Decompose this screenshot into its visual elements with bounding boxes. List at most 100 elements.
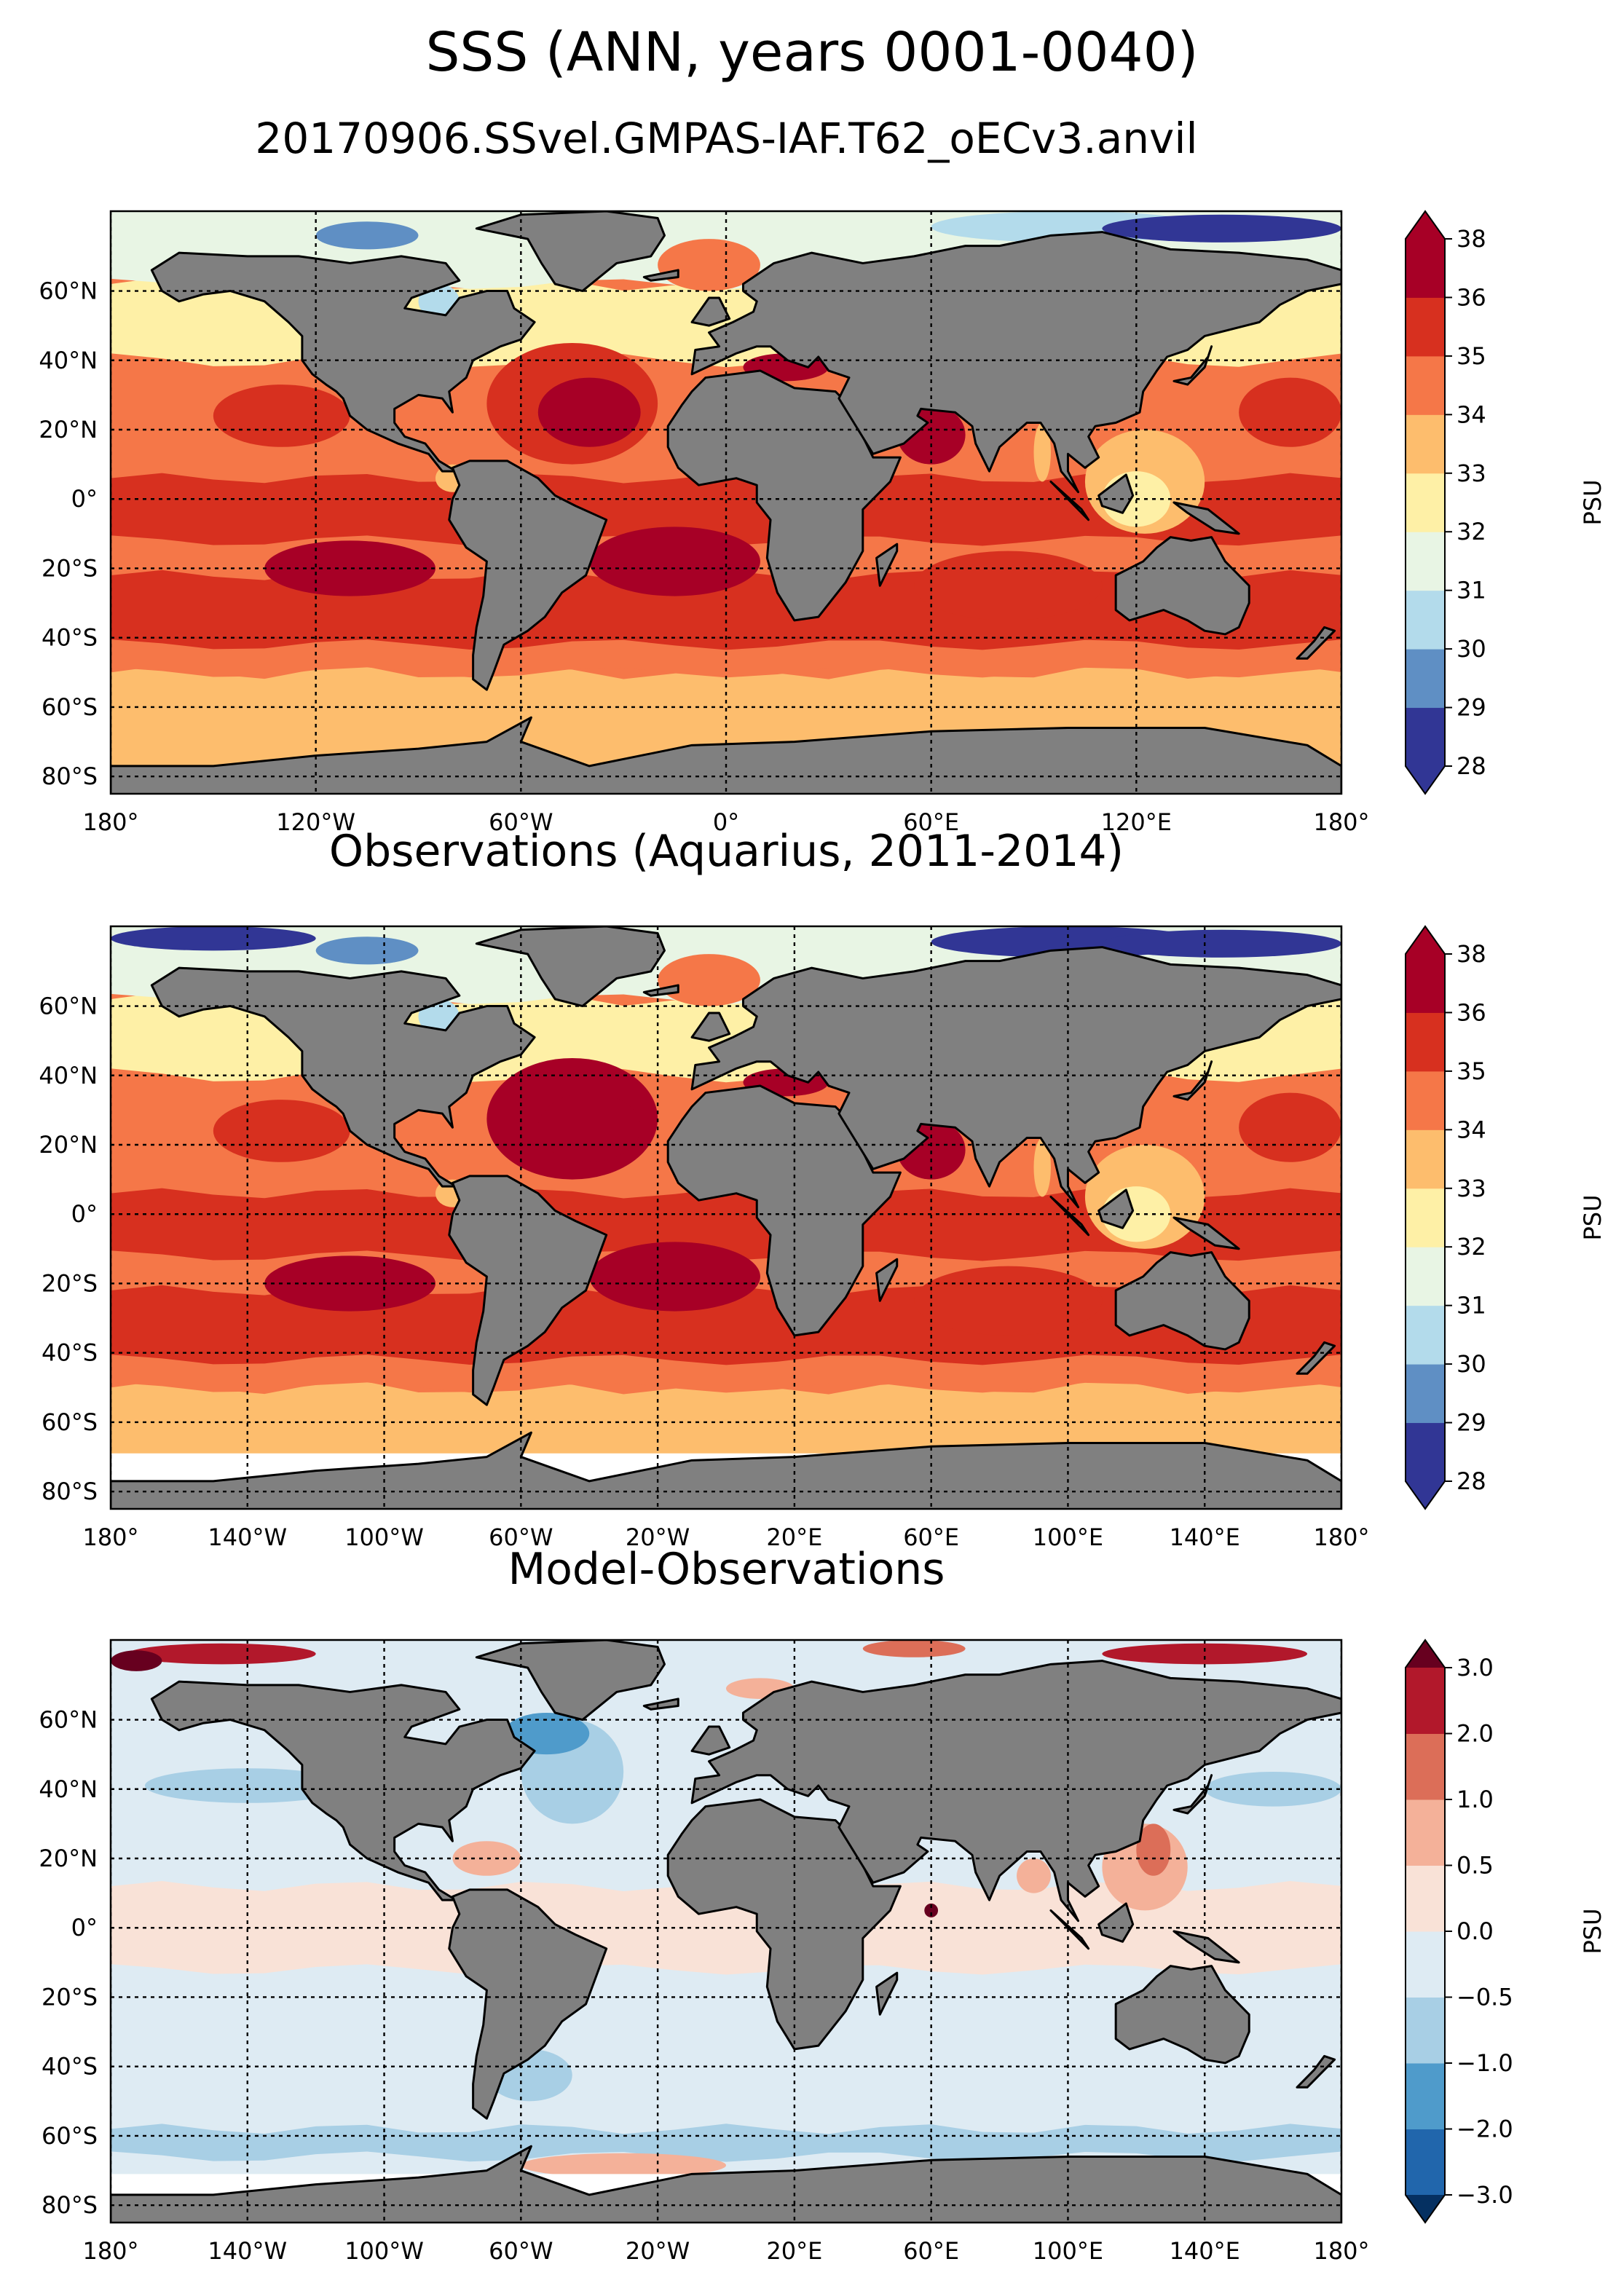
colorbar-segment xyxy=(1406,1305,1445,1365)
colorbar-tick-label: 36 xyxy=(1457,998,1486,1026)
x-tick-label: 100°W xyxy=(344,1523,424,1551)
colorbar-tick-label: −1.0 xyxy=(1457,2049,1513,2077)
colorbar-tick-label: 33 xyxy=(1457,460,1486,487)
land-mass xyxy=(642,269,679,282)
y-tick-label: 20°N xyxy=(39,416,98,443)
colorbar-segment xyxy=(1406,649,1445,709)
colorbar-segment xyxy=(1406,414,1445,474)
colorbar-tick-label: 30 xyxy=(1457,1350,1486,1378)
colorbar-tick-label: 35 xyxy=(1457,342,1486,370)
x-tick-label: 20°E xyxy=(766,2237,822,2265)
colorbar-segment xyxy=(1406,1733,1445,1800)
colorbar-segment xyxy=(1406,707,1445,767)
x-tick-label: 180° xyxy=(82,1523,138,1551)
land-mass xyxy=(875,543,899,587)
x-tick-label: 100°W xyxy=(344,2237,424,2265)
y-tick-label: 20°S xyxy=(42,1269,98,1297)
colorbar-tick-label: −3.0 xyxy=(1457,2181,1513,2209)
colorbar-tick-label: 1.0 xyxy=(1457,1786,1494,1813)
land-mass xyxy=(642,984,679,997)
land-mass xyxy=(690,1725,731,1756)
land-mass xyxy=(666,369,902,622)
figure-suptitle: SSS (ANN, years 0001-0040) xyxy=(425,21,1199,84)
colorbar-segment xyxy=(1406,532,1445,591)
colorbar-tick-label: 0.5 xyxy=(1457,1852,1494,1880)
land-mass xyxy=(1296,626,1336,660)
y-tick-label: 20°S xyxy=(42,1983,98,2011)
colorbar-tick-label: 28 xyxy=(1457,752,1486,780)
colorbar-segment xyxy=(1406,1799,1445,1866)
land-mass xyxy=(1114,1251,1250,1351)
colorbar-segment xyxy=(1406,1070,1445,1130)
map-field-3 xyxy=(111,1640,1341,2223)
colorbar-extend-over xyxy=(1406,1640,1445,1668)
colorbar-tick-label: 33 xyxy=(1457,1175,1486,1202)
colorbar-segment xyxy=(1406,1012,1445,1072)
colorbar-segment xyxy=(1406,954,1445,1013)
x-tick-label: 60°W xyxy=(489,1523,553,1551)
map-field-2 xyxy=(111,926,1341,1509)
y-tick-label: 40°N xyxy=(39,347,98,374)
colorbar-label: PSU xyxy=(1579,479,1607,525)
y-tick-label: 40°N xyxy=(39,1775,98,1803)
land-mass xyxy=(1049,480,1090,521)
x-tick-label: 60°W xyxy=(489,2237,553,2265)
x-tick-label: 180° xyxy=(1313,1523,1369,1551)
y-tick-label: 0° xyxy=(71,1200,98,1228)
colorbar-segment xyxy=(1406,1422,1445,1482)
colorbar-segment xyxy=(1406,355,1445,415)
colorbar-tick-label: 31 xyxy=(1457,577,1486,604)
land-mass xyxy=(150,1680,536,1901)
colorbar-tick-label: 36 xyxy=(1457,283,1486,311)
x-tick-label: 60°E xyxy=(903,808,959,836)
x-tick-label: 20°W xyxy=(626,1523,690,1551)
x-tick-label: 100°E xyxy=(1033,2237,1103,2265)
land-mass xyxy=(1172,1930,1240,1964)
colorbar-tick-label: 28 xyxy=(1457,1467,1486,1495)
y-tick-label: 60°N xyxy=(39,1706,98,1734)
land-mass xyxy=(448,460,608,691)
land-mass xyxy=(666,1084,902,1337)
y-tick-label: 80°S xyxy=(42,1478,98,1505)
land-mass xyxy=(1049,1195,1090,1237)
colorbar-label: PSU xyxy=(1579,1908,1607,1954)
colorbar-segment xyxy=(1406,1188,1445,1247)
y-tick-label: 80°S xyxy=(42,2191,98,2219)
y-tick-label: 0° xyxy=(71,485,98,513)
colorbar-segment xyxy=(1406,1668,1445,1734)
colorbar-tick-label: −2.0 xyxy=(1457,2116,1513,2143)
colorbar-tick-label: 35 xyxy=(1457,1057,1486,1085)
land-mass xyxy=(1114,536,1250,636)
y-tick-label: 40°S xyxy=(42,624,98,652)
colorbar-segment xyxy=(1406,473,1445,532)
y-tick-label: 40°S xyxy=(42,2053,98,2081)
colorbar-tick-label: −0.5 xyxy=(1457,1984,1513,2011)
colorbar-tick-label: 30 xyxy=(1457,635,1486,663)
colorbar-extend-over xyxy=(1406,211,1445,239)
colorbar-tick-label: 32 xyxy=(1457,1233,1486,1261)
colorbar-extend-under xyxy=(1406,766,1445,794)
x-tick-label: 60°E xyxy=(903,2237,959,2265)
x-tick-label: 60°E xyxy=(903,1523,959,1551)
land-mass xyxy=(1172,501,1240,535)
colorbar-tick-label: 29 xyxy=(1457,694,1486,722)
x-tick-label: 180° xyxy=(1313,2237,1369,2265)
colorbar-tick-label: 38 xyxy=(1457,225,1486,253)
x-tick-label: 140°W xyxy=(208,1523,287,1551)
colorbar-extend-under xyxy=(1406,2195,1445,2223)
map-frame-2 xyxy=(109,925,1343,1510)
colorbar-segment xyxy=(1406,1865,1445,1932)
colorbar-segment xyxy=(1406,590,1445,650)
colorbar-extend-under xyxy=(1406,1481,1445,1509)
colorbar-segment xyxy=(1406,1364,1445,1424)
land-mass xyxy=(1296,2054,1336,2089)
x-tick-label: 180° xyxy=(82,2237,138,2265)
land-mass xyxy=(875,1971,899,2016)
x-tick-label: 20°W xyxy=(626,2237,690,2265)
land-mass xyxy=(1097,1188,1135,1229)
y-tick-label: 60°S xyxy=(42,1408,98,1436)
y-tick-label: 0° xyxy=(71,1914,98,1941)
map-frame-1 xyxy=(109,210,1343,795)
y-tick-label: 20°N xyxy=(39,1131,98,1159)
